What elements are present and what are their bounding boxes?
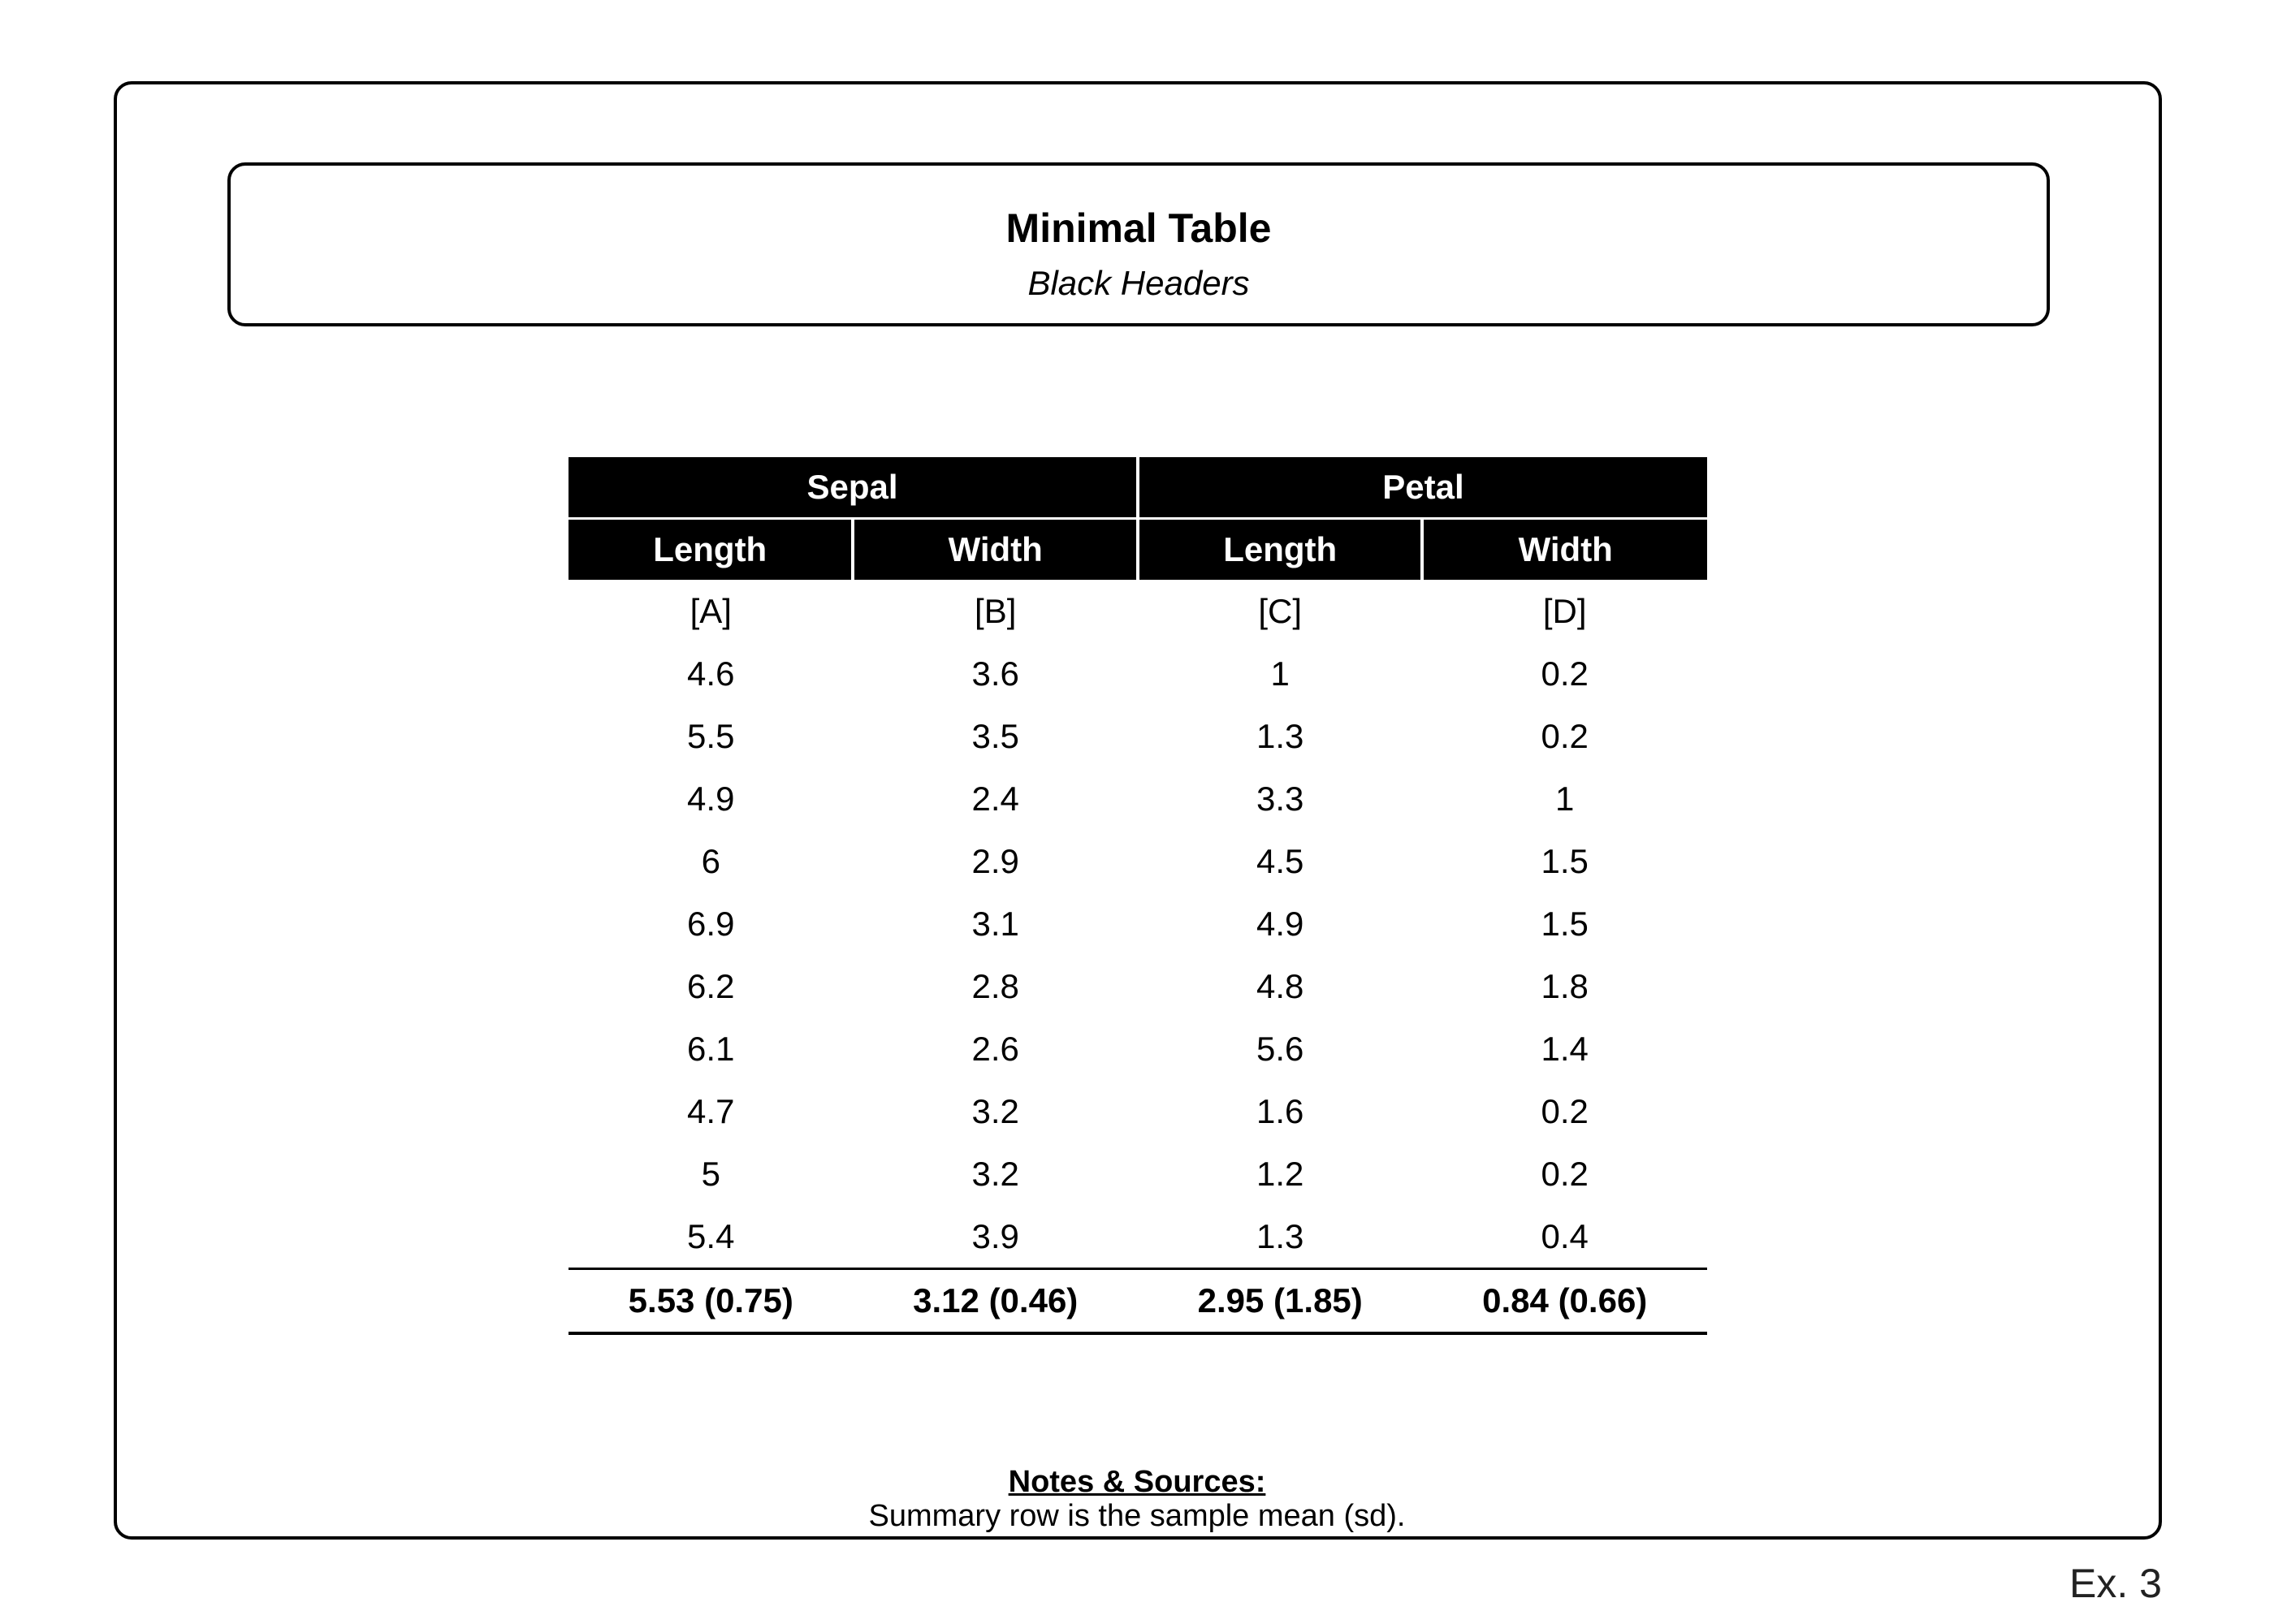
summary-cell: 0.84 (0.66): [1422, 1268, 1707, 1335]
column-header-petal-length: Length: [1135, 518, 1423, 580]
table-cell: 6.1: [687, 1029, 735, 1068]
table-cell: [B]: [975, 591, 1017, 630]
table-cell: 5.4: [687, 1216, 735, 1255]
table-cell: 4.5: [1256, 841, 1304, 880]
table-cell: 1.3: [1256, 1216, 1304, 1255]
table-cell: 0.2: [1541, 654, 1589, 693]
table-cell: 0.2: [1541, 1091, 1589, 1130]
table-cell: 2.4: [971, 779, 1019, 818]
table-row: 6.2 2.8 4.8 1.8: [568, 955, 1707, 1017]
table-cell: [D]: [1542, 591, 1587, 630]
table-cell: 0.4: [1541, 1216, 1589, 1255]
summary-cell: 5.53 (0.75): [568, 1268, 854, 1335]
table-row: [A] [B] [C] [D]: [568, 580, 1707, 642]
table-row: 5.5 3.5 1.3 0.2: [568, 705, 1707, 767]
table-row: 5.4 3.9 1.3 0.4: [568, 1205, 1707, 1269]
table-cell: 6.2: [687, 966, 735, 1005]
table-cell: 5.6: [1256, 1029, 1304, 1068]
table-subtitle: Black Headers: [1027, 264, 1250, 302]
table-row: 4.6 3.6 1 0.2: [568, 642, 1707, 705]
table-row: 4.7 3.2 1.6 0.2: [568, 1080, 1707, 1142]
title-box: Minimal Table Black Headers: [227, 162, 2050, 326]
column-header-petal-width: Width: [1420, 518, 1707, 580]
notes-text: Summary row is the sample mean (sd).: [868, 1499, 1406, 1533]
table-cell: 2.9: [971, 841, 1019, 880]
column-header-sepal-width: Width: [851, 518, 1138, 580]
table-cell: 5: [701, 1154, 720, 1193]
data-table: Sepal Petal Length Width Length Width [A…: [568, 457, 1707, 1335]
table-cell: 1: [1270, 654, 1290, 693]
summary-cell: 3.12 (0.46): [853, 1268, 1138, 1335]
table-cell: 4.9: [687, 779, 735, 818]
column-header-row: Length Width Length Width: [568, 518, 1707, 580]
table-cell: 1.8: [1541, 966, 1589, 1005]
table-cell: 3.2: [971, 1091, 1019, 1130]
table-row: 6 2.9 4.5 1.5: [568, 830, 1707, 892]
table-cell: 4.8: [1256, 966, 1304, 1005]
table-cell: 1.2: [1256, 1154, 1304, 1193]
table-cell: [C]: [1258, 591, 1303, 630]
group-header-row: Sepal Petal: [568, 457, 1707, 520]
table-body: [A] [B] [C] [D] 4.6 3.6 1 0.2 5.5 3.5 1.3 0.2 4.9 2.4…: [568, 580, 1707, 1269]
table-cell: 2.8: [971, 966, 1019, 1005]
table-cell: 1.5: [1541, 841, 1589, 880]
table-cell: 1.4: [1541, 1029, 1589, 1068]
table-cell: 4.9: [1256, 904, 1304, 943]
table-cell: 3.6: [971, 654, 1019, 693]
table-row: 6.9 3.1 4.9 1.5: [568, 892, 1707, 955]
table-row: 4.9 2.4 3.3 1: [568, 767, 1707, 830]
table-cell: 0.2: [1541, 716, 1589, 755]
table-cell: 2.6: [971, 1029, 1019, 1068]
notes-heading: Notes & Sources:: [1008, 1465, 1266, 1499]
group-header-petal: Petal: [1135, 457, 1707, 520]
table-cell: 1.5: [1541, 904, 1589, 943]
table-cell: 3.9: [971, 1216, 1019, 1255]
table-cell: 4.6: [687, 654, 735, 693]
table-cell: 6: [701, 841, 720, 880]
outer-frame: [114, 81, 2162, 1540]
table-cell: 3.3: [1256, 779, 1304, 818]
table-cell: 5.5: [687, 716, 735, 755]
exhibit-label: Ex. 3: [2069, 1561, 2162, 1606]
table-cell: 1.6: [1256, 1091, 1304, 1130]
table-cell: 3.1: [971, 904, 1019, 943]
table-title: Minimal Table: [1005, 205, 1272, 251]
table-cell: 3.2: [971, 1154, 1019, 1193]
group-header-sepal: Sepal: [568, 457, 1138, 520]
table-cell: 1.3: [1256, 716, 1304, 755]
column-header-sepal-length: Length: [568, 518, 854, 580]
table-cell: [A]: [690, 591, 732, 630]
table-row: 6.1 2.6 5.6 1.4: [568, 1017, 1707, 1080]
summary-cell: 2.95 (1.85): [1137, 1268, 1423, 1335]
table-cell: 3.5: [971, 716, 1019, 755]
table-cell: 4.7: [687, 1091, 735, 1130]
table-row: 5 3.2 1.2 0.2: [568, 1142, 1707, 1205]
summary-row: 5.53 (0.75) 3.12 (0.46) 2.95 (1.85) 0.84…: [568, 1268, 1707, 1335]
table-cell: 0.2: [1541, 1154, 1589, 1193]
table-cell: 1: [1555, 779, 1575, 818]
table-cell: 6.9: [687, 904, 735, 943]
